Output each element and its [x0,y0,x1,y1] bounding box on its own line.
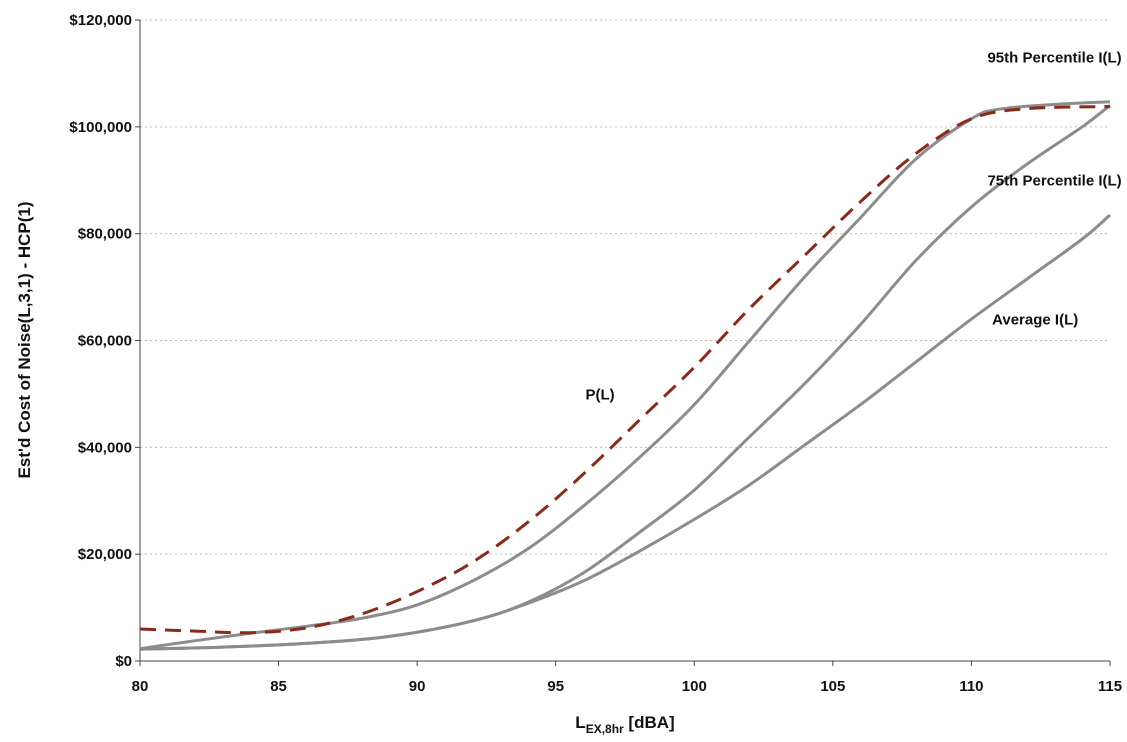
y-tick-labels: $0 $20,000 $40,000 $60,000 $80,000 $100,000 $1… [69,12,140,670]
series-annotations: 95th Percentile I(L) 75th Percentile I(L)… [585,50,1121,404]
y-tick-label: $20,000 [78,546,132,563]
x-tick-label: 105 [820,678,845,695]
y-tick-label: $80,000 [78,226,132,243]
x-tick-labels: 80 85 90 95 100 105 110 115 [132,661,1122,695]
gridlines [140,19,1110,555]
x-tick-label: 100 [682,678,707,695]
y-tick-label: $40,000 [78,439,132,456]
series-line-95th-percentile-i-l [139,100,1111,651]
y-tick-label: $100,000 [69,119,132,136]
y-tick-label: $0 [115,653,132,670]
y-tick-label: $60,000 [78,333,132,350]
x-tick-label: 95 [547,678,564,695]
series-annotation-label: 95th Percentile I(L) [987,50,1121,67]
x-tick-label: 85 [270,678,287,695]
series-annotation-label: Average I(L) [992,311,1078,328]
x-axis-title-subscript: EX,8hr [586,722,624,736]
series-annotation-label: P(L) [585,386,614,403]
y-axis-title: Est'd Cost of Noise(L,3,1) - HCP(1) [15,201,34,478]
series-lines [139,100,1111,651]
x-tick-label: 115 [1098,678,1122,695]
series-annotation-label: 75th Percentile I(L) [987,173,1121,190]
x-tick-label: 110 [959,678,983,695]
y-tick-label: $120,000 [69,12,132,29]
x-tick-label: 90 [409,678,426,695]
series-line-average-i-l [139,213,1111,651]
x-axis-title: LEX,8hr [dBA] [575,713,674,736]
x-axis-title-unit: [dBA] [624,713,675,732]
series-line-75th-percentile-i-l [139,104,1111,651]
x-tick-label: 80 [132,678,149,695]
x-axis-title-main: L [575,713,585,732]
series-line-p-l [139,105,1111,635]
